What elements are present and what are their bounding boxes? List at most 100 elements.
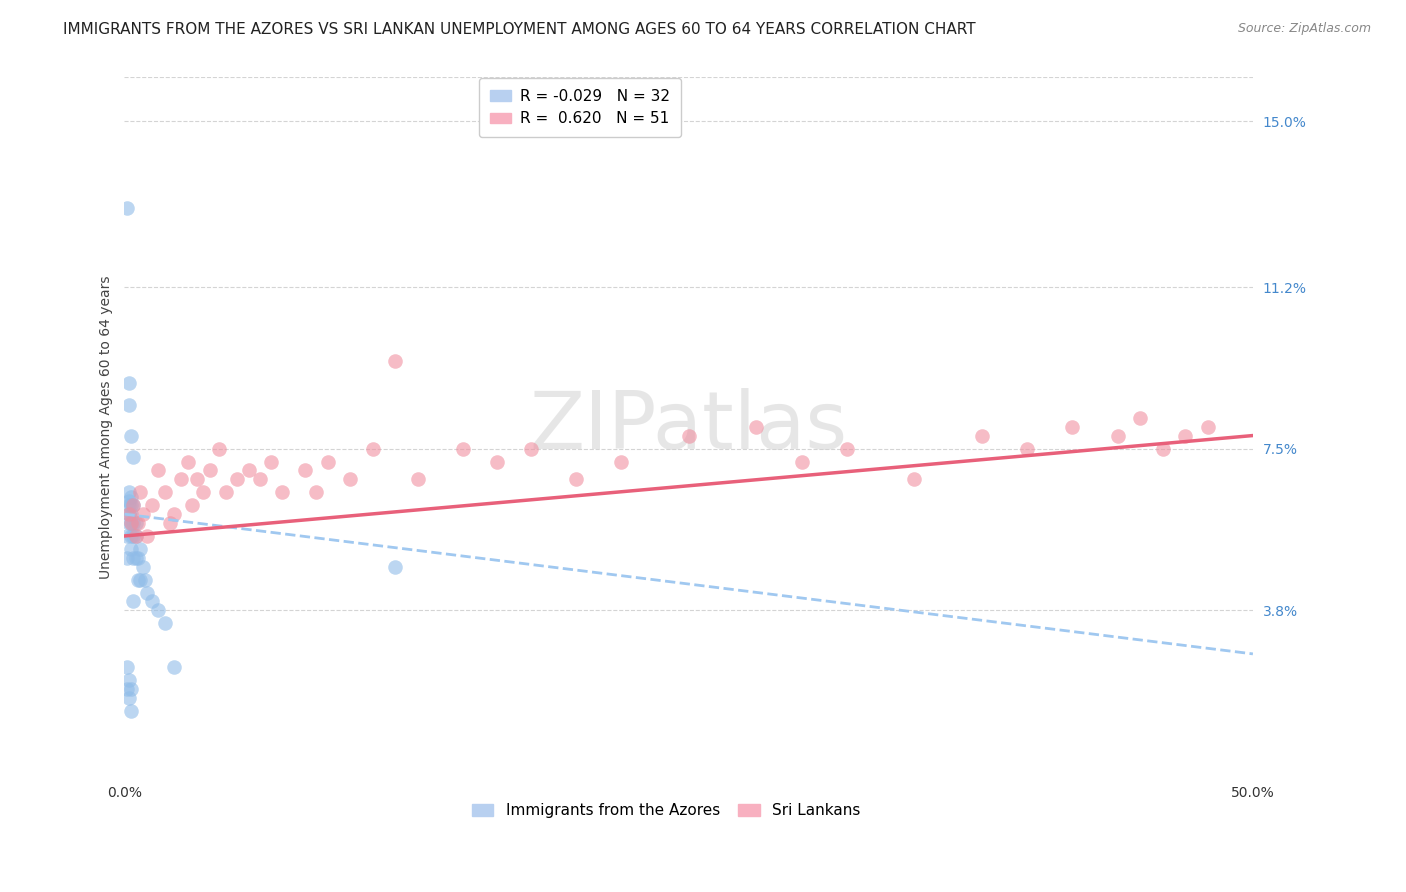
Point [249,472,271,486]
Point [122,499,145,513]
Point [316,455,339,469]
Point [451,442,474,456]
Point [790,455,813,469]
Point [118,485,141,500]
Y-axis label: Unemployment Among Ages 60 to 64 years: Unemployment Among Ages 60 to 64 years [100,275,114,579]
Point [115,529,138,543]
Point [115,660,138,674]
Point [120,499,142,513]
Point [115,202,138,216]
Point [120,490,142,504]
Point [485,455,508,469]
Point [115,681,138,696]
Point [384,559,406,574]
Point [1107,428,1129,442]
Point [678,428,700,442]
Point [118,690,141,705]
Point [226,472,249,486]
Point [120,529,142,543]
Point [125,529,148,543]
Point [125,550,148,565]
Point [134,573,156,587]
Point [406,472,429,486]
Point [131,507,153,521]
Point [120,428,142,442]
Point [519,442,541,456]
Point [122,516,145,530]
Point [170,472,193,486]
Legend: Immigrants from the Azores, Sri Lankans: Immigrants from the Azores, Sri Lankans [465,797,866,824]
Point [120,704,142,718]
Point [127,573,149,587]
Point [384,354,406,368]
Point [1174,428,1197,442]
Point [120,542,142,557]
Point [970,428,993,442]
Text: IMMIGRANTS FROM THE AZORES VS SRI LANKAN UNEMPLOYMENT AMONG AGES 60 TO 64 YEARS : IMMIGRANTS FROM THE AZORES VS SRI LANKAN… [63,22,976,37]
Point [120,516,142,530]
Point [1062,419,1084,434]
Point [122,550,145,565]
Point [122,529,145,543]
Point [745,419,768,434]
Point [122,499,145,513]
Point [141,594,163,608]
Point [260,455,283,469]
Point [153,485,176,500]
Point [118,494,141,508]
Point [181,499,204,513]
Point [118,398,141,412]
Point [1017,442,1039,456]
Point [238,463,260,477]
Text: Source: ZipAtlas.com: Source: ZipAtlas.com [1237,22,1371,36]
Point [903,472,925,486]
Point [159,516,181,530]
Point [1152,442,1174,456]
Text: ZIPatlas: ZIPatlas [530,388,848,466]
Point [1197,419,1219,434]
Point [129,485,152,500]
Point [153,616,176,631]
Point [835,442,858,456]
Point [200,463,222,477]
Point [118,673,141,687]
Point [120,681,142,696]
Point [186,472,208,486]
Point [127,516,149,530]
Point [176,455,198,469]
Point [127,550,149,565]
Point [125,529,148,543]
Point [118,507,141,521]
Point [163,507,186,521]
Point [118,376,141,391]
Point [120,507,142,521]
Point [120,516,142,530]
Point [115,550,138,565]
Point [271,485,294,500]
Point [122,594,145,608]
Point [610,455,633,469]
Point [136,529,159,543]
Point [294,463,316,477]
Point [118,507,141,521]
Point [1129,411,1152,425]
Point [565,472,588,486]
Point [136,586,159,600]
Point [125,516,148,530]
Point [193,485,215,500]
Point [339,472,361,486]
Point [361,442,384,456]
Point [129,542,152,557]
Point [305,485,328,500]
Point [163,660,186,674]
Point [118,516,141,530]
Point [215,485,238,500]
Point [131,559,153,574]
Point [148,603,170,617]
Point [141,499,163,513]
Point [208,442,231,456]
Point [118,499,141,513]
Point [129,573,152,587]
Point [122,450,145,465]
Point [148,463,170,477]
